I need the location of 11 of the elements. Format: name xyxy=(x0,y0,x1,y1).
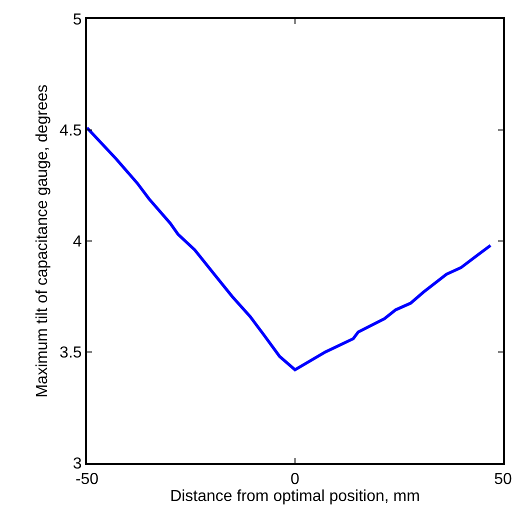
x-tick-label: 50 xyxy=(494,471,512,488)
x-axis-title: Distance from optimal position, mm xyxy=(170,488,420,506)
y-tick-label: 5 xyxy=(72,12,82,29)
y-tick-label: 3.5 xyxy=(60,344,82,362)
y-axis-title: Maximum tilt of capacitance gauge, degrees xyxy=(34,84,51,398)
x-tick-label: 0 xyxy=(290,471,300,488)
x-tick-label: -50 xyxy=(75,471,99,488)
line-series xyxy=(87,126,492,372)
y-tick-label: 4.5 xyxy=(60,122,82,140)
y-tick-label: 4 xyxy=(72,234,82,251)
y-tick-label: 3 xyxy=(72,456,82,473)
